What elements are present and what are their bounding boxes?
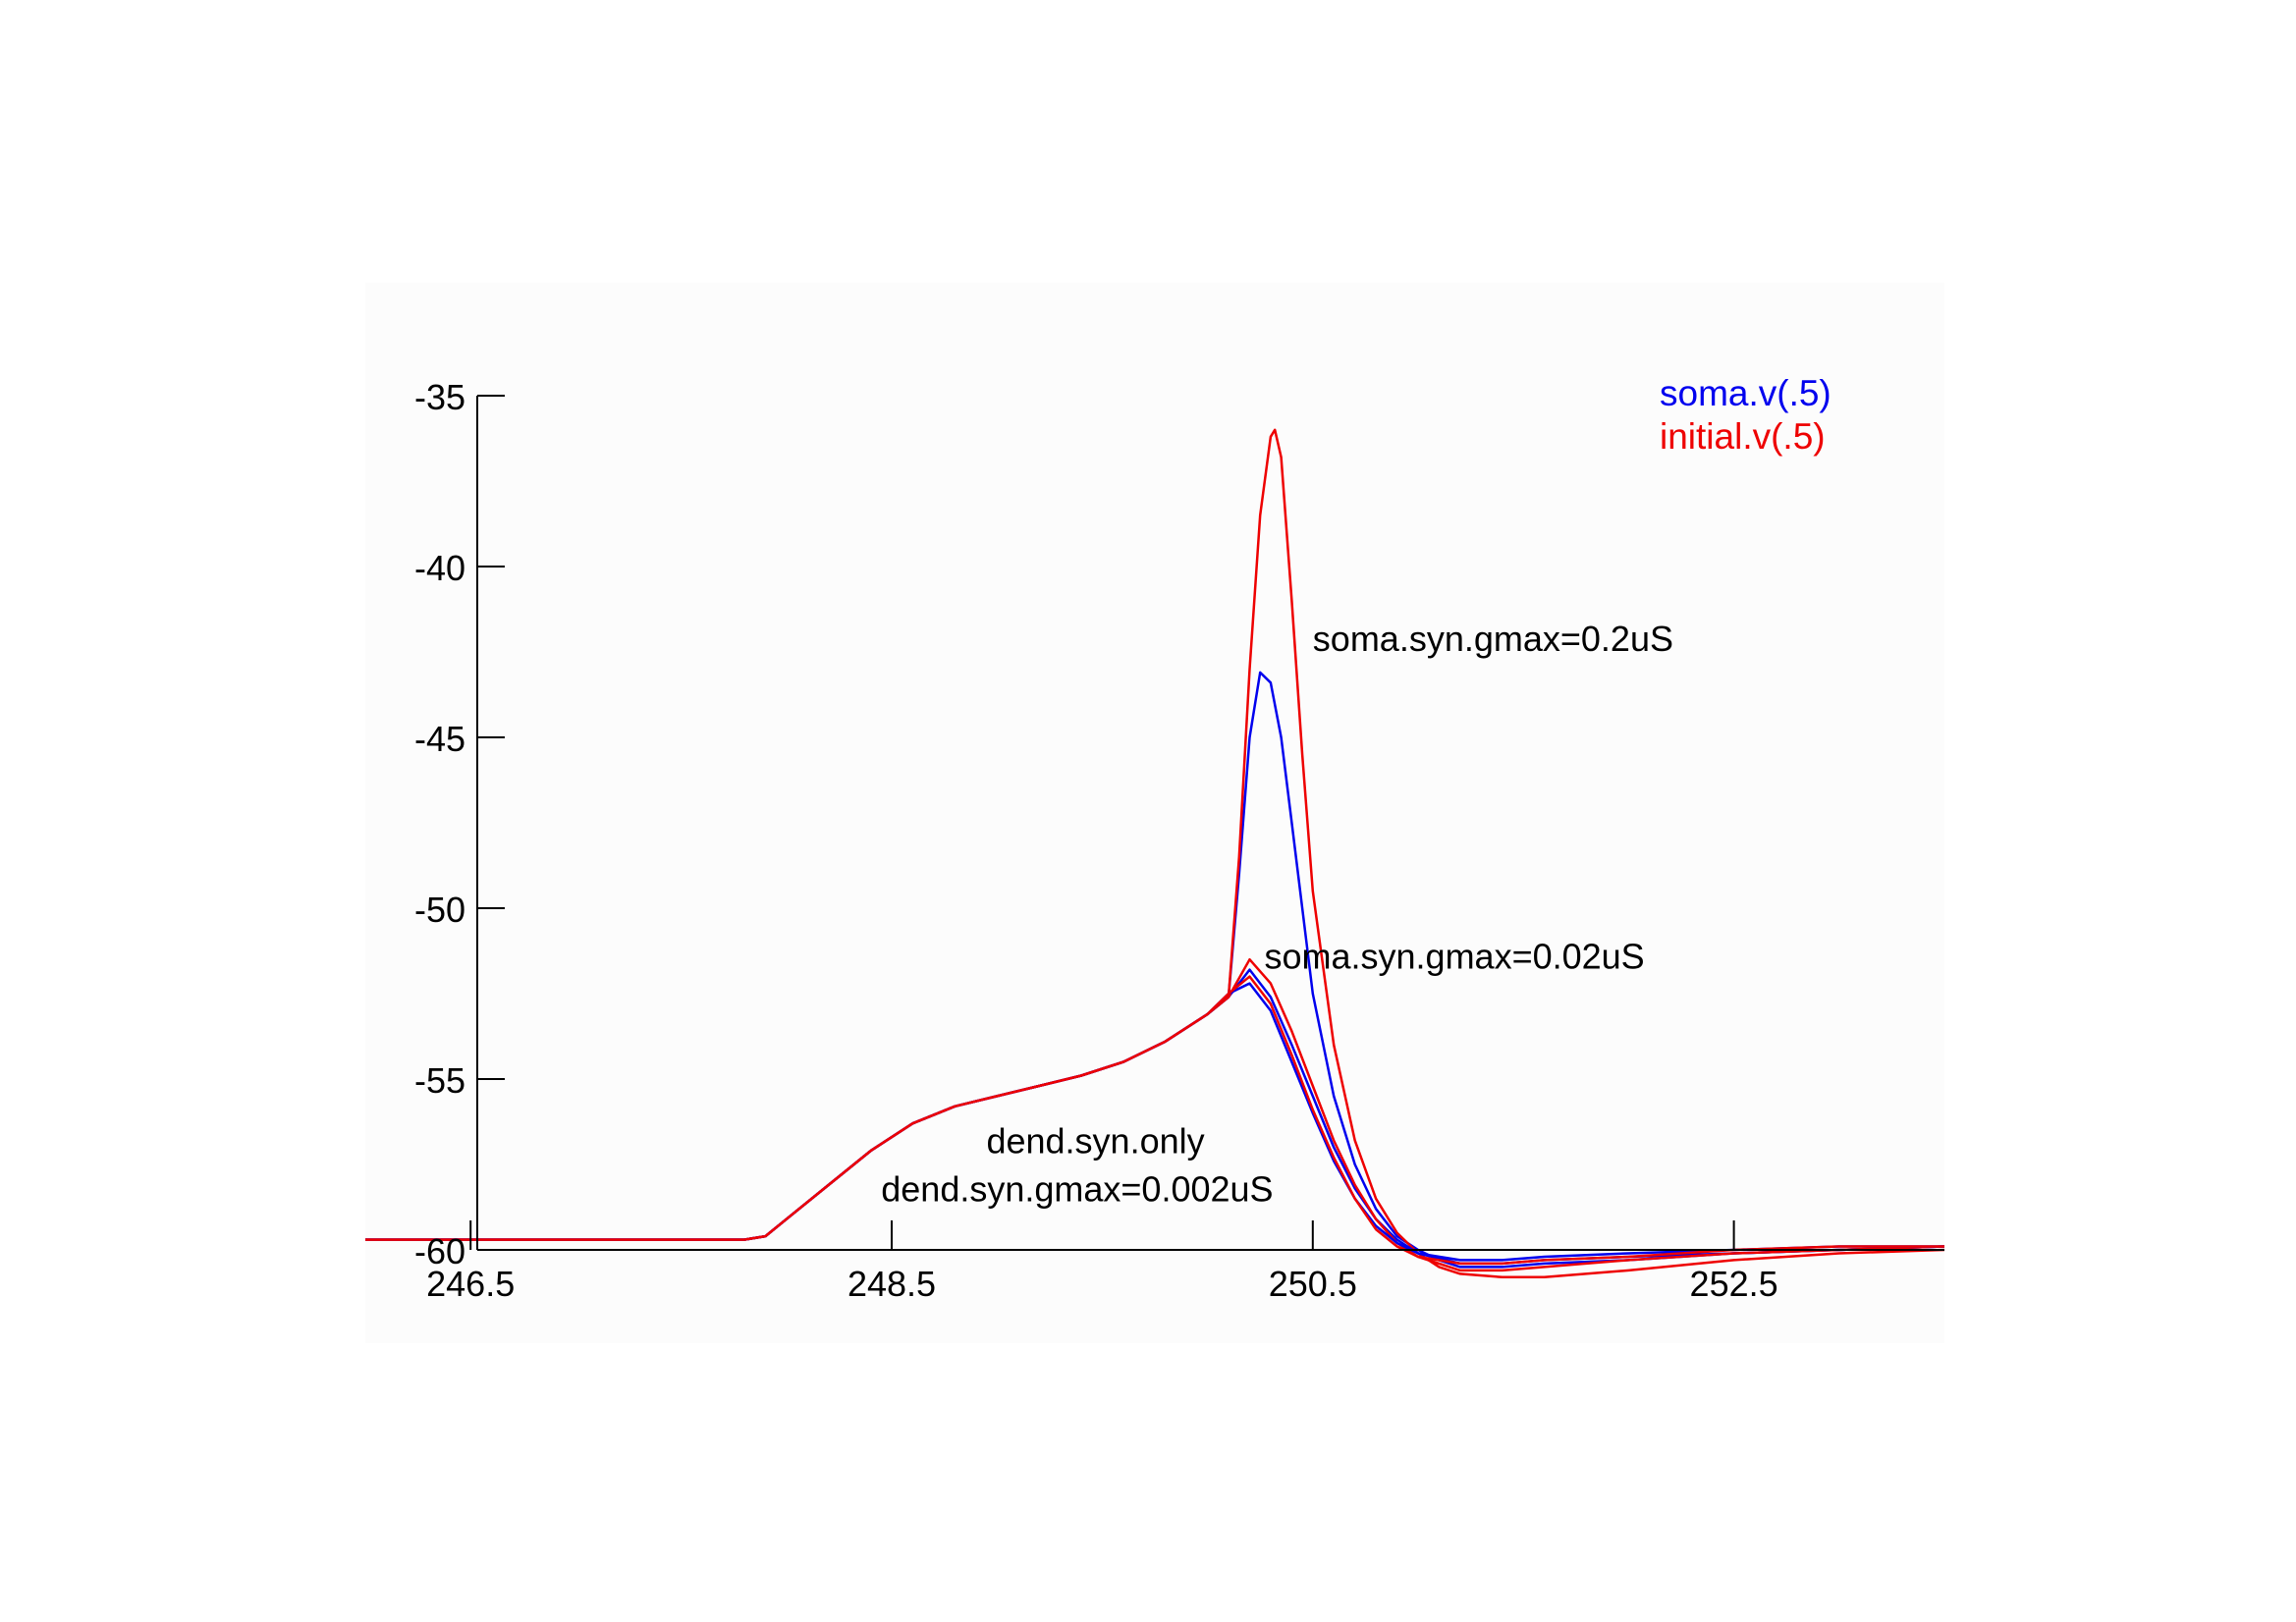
series-line-initial-6 [365,975,1944,1266]
x-tick-label: 250.5 [1269,1264,1357,1304]
chart-area: -35 -40 -45 -50 -55 -60 246.5 248.5 250.5 252.5 so… [365,283,1944,1343]
y-tick-label: -60 [414,1231,465,1271]
y-tick-label: -50 [414,890,465,930]
axes-layer [469,395,1944,1251]
x-tick-label: 248.5 [847,1264,936,1304]
y-tick-label: -45 [414,719,465,759]
y-tick-label: -55 [414,1060,465,1101]
series-line-soma-3 [365,968,1944,1266]
series-layer [365,428,1944,1279]
annotation-label: soma.syn.gmax=0.02uS [1264,937,1644,977]
y-tick-label: -40 [414,548,465,588]
legend-entry-initial: initial.v(.5) [1660,416,1826,457]
annotation-label: soma.syn.gmax=0.2uS [1313,619,1673,659]
annotation-label: dend.syn.gmax=0.002uS [881,1168,1273,1209]
series-line-initial-4 [365,957,1944,1272]
x-tick-label: 252.5 [1690,1264,1778,1304]
legend-entry-soma: soma.v(.5) [1660,373,1831,413]
annotation-label: dend.syn.only [986,1121,1204,1162]
x-tick-label: 246.5 [426,1264,515,1304]
y-tick-label: -35 [414,377,465,417]
